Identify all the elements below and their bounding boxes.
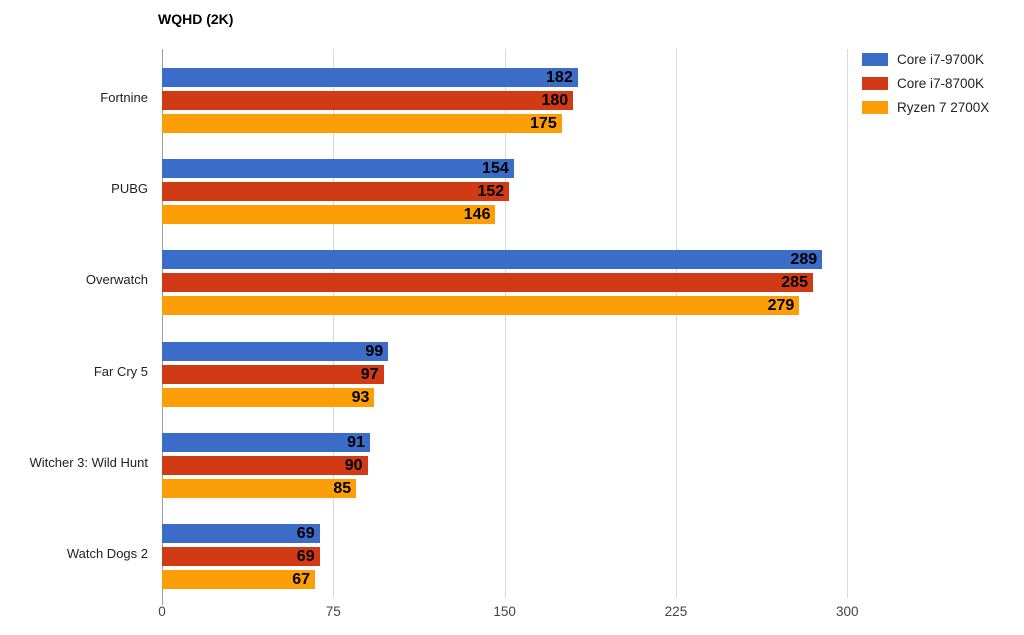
legend-label: Core i7-9700K	[897, 51, 985, 67]
bar-value-label: 175	[530, 115, 557, 132]
legend-label: Ryzen 7 2700X	[897, 99, 990, 115]
bar-value-label: 67	[292, 570, 311, 588]
legend-swatch-icon	[862, 76, 888, 90]
bar: 182	[162, 68, 578, 87]
bar-row: 91 90 85	[162, 420, 1014, 511]
bar-group: 69 69 67	[162, 523, 320, 589]
plot-area: 182 180 175 154 152 146 289 285 279 99 97 93 91 90 85 6…	[162, 49, 1014, 598]
bar: 97	[162, 364, 384, 384]
bar: 146	[162, 205, 496, 225]
bar: 175	[162, 114, 562, 133]
bar-value-label: 154	[482, 160, 509, 178]
bar-value-label: 279	[767, 297, 795, 315]
legend-item: Ryzen 7 2700X	[862, 98, 989, 116]
bar: 69	[162, 546, 320, 566]
y-axis-line	[162, 49, 163, 605]
bar-value-label: 69	[296, 547, 315, 565]
x-tick-label: 300	[835, 604, 859, 619]
bar-group: 154 152 146	[162, 159, 514, 225]
x-tick-label: 75	[325, 604, 341, 619]
bar-row: 182 180 175	[162, 55, 1014, 146]
bar-value-label: 152	[477, 183, 505, 201]
gridline-150	[504, 49, 506, 598]
bar-value-label: 91	[347, 433, 365, 451]
x-tick-label: 150	[493, 604, 516, 619]
category-label: PUBG	[111, 181, 148, 197]
bar: 180	[162, 91, 574, 110]
legend-label: Core i7-8700K	[897, 75, 985, 91]
gridline-75	[333, 49, 335, 598]
legend-swatch-icon	[862, 100, 888, 114]
bar-value-label: 146	[463, 206, 491, 224]
bar-value-label: 85	[333, 479, 352, 497]
bar: 91	[162, 432, 370, 452]
bar: 285	[162, 273, 813, 293]
bar-value-label: 99	[365, 342, 384, 360]
chart-title: WQHD (2K)	[158, 11, 234, 27]
bar-value-label: 289	[790, 251, 818, 269]
bar-row: 289 285 279	[162, 237, 1014, 328]
legend: Core i7-9700K Core i7-8700K Ryzen 7 2700X	[862, 50, 989, 116]
category-label: Far Cry 5	[93, 363, 148, 379]
legend-item: Core i7-9700K	[862, 50, 989, 68]
bar: 69	[162, 523, 320, 543]
category-label: Watch Dogs 2	[66, 545, 148, 561]
bar: 289	[162, 250, 823, 270]
bar: 85	[162, 478, 357, 498]
bar-value-label: 69	[296, 524, 315, 542]
category-label: Witcher 3: Wild Hunt	[29, 454, 148, 470]
bar-value-label: 93	[351, 388, 370, 406]
bar: 99	[162, 341, 389, 361]
bar-row: 99 97 93	[162, 329, 1014, 420]
bar: 154	[162, 159, 514, 179]
category-label: Fortnine	[100, 90, 148, 106]
bar-value-label: 90	[344, 456, 363, 474]
gridline-300	[847, 49, 849, 598]
bar-group: 99 97 93	[162, 341, 389, 407]
gridline-225	[675, 49, 677, 598]
legend-item: Core i7-8700K	[862, 74, 989, 92]
bar: 279	[162, 296, 800, 316]
bar-value-label: 97	[360, 365, 379, 383]
bar-value-label: 180	[541, 92, 569, 109]
bar-group: 182 180 175	[162, 68, 578, 133]
bar: 152	[162, 182, 510, 202]
bar-value-label: 285	[781, 274, 808, 292]
bar: 90	[162, 455, 368, 475]
bar-group: 289 285 279	[162, 250, 823, 316]
bar-group: 91 90 85	[162, 432, 370, 498]
bar: 67	[162, 569, 316, 589]
x-tick-label: 0	[158, 604, 166, 619]
bar-row: 154 152 146	[162, 146, 1014, 237]
x-tick-label: 225	[664, 604, 688, 619]
legend-swatch-icon	[862, 52, 888, 66]
bar-value-label: 182	[546, 69, 573, 86]
bar-row: 69 69 67	[162, 511, 1014, 602]
bar: 93	[162, 387, 375, 407]
category-label: Overwatch	[85, 272, 148, 288]
